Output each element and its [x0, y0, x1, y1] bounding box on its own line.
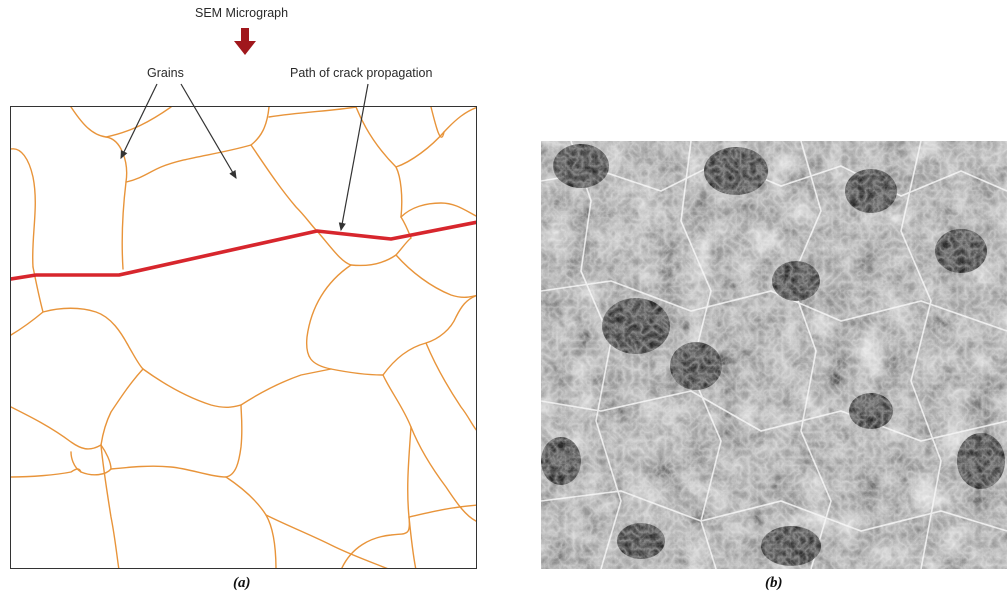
grain-boundary [430, 107, 445, 138]
grains-label: Grains [147, 66, 184, 80]
crack-path-label: Path of crack propagation [290, 66, 433, 80]
crack-propagation-path [11, 220, 476, 281]
grain-boundary [341, 516, 411, 568]
grain-boundary [395, 254, 476, 298]
grain-boundary [408, 504, 476, 518]
sem-down-arrow-icon [234, 28, 256, 55]
grain-boundary [32, 266, 44, 313]
grain-boundary-network [11, 107, 476, 568]
grain-diagram-frame [10, 106, 477, 569]
grain-boundary [265, 514, 388, 568]
grain-boundary [425, 342, 476, 431]
grain-boundary [11, 468, 82, 478]
grain-boundary [400, 202, 476, 218]
grain-boundary [70, 107, 128, 270]
caption-b: (b) [765, 575, 783, 591]
grain-boundary [268, 107, 357, 118]
grain-boundary [11, 406, 102, 450]
grain-boundary [142, 368, 242, 408]
caption-a: (a) [233, 575, 251, 591]
grain-boundary [11, 307, 144, 370]
grain-boundary [100, 444, 120, 568]
grain-boundary [100, 368, 144, 446]
grain-boundary [316, 230, 412, 267]
grain-boundary [382, 295, 476, 376]
grain-boundary [125, 144, 252, 183]
sem-micrograph-image [541, 141, 1007, 569]
grain-boundary [250, 107, 270, 146]
grain-boundary [70, 444, 112, 476]
grain-boundary [105, 107, 172, 138]
grain-boundary [250, 144, 318, 232]
sem-micrograph-label: SEM Micrograph [195, 6, 289, 20]
grains-leader-arrow-2 [180, 83, 237, 180]
grain-boundary [305, 264, 384, 376]
grains-leader-arrow-1 [120, 83, 158, 160]
grain-boundary [240, 368, 332, 406]
crack-leader-arrow [338, 83, 369, 232]
grain-boundary [11, 148, 36, 268]
